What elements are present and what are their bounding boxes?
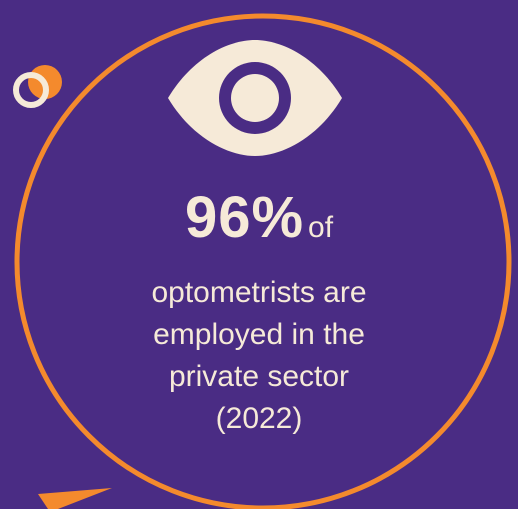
stat-line: employed in the (153, 318, 365, 351)
deco-triangle (38, 488, 112, 509)
deco-ring-cream (13, 72, 49, 108)
stat-line: private sector (168, 360, 350, 393)
stat-description: optometrists are employed in the private… (0, 272, 518, 440)
stat-line: optometrists are (151, 276, 367, 309)
ring-outline (14, 13, 512, 509)
stat-line: (2022) (215, 402, 303, 435)
stat-value: 96% (184, 185, 305, 250)
stat-suffix: of (308, 211, 334, 244)
stat-headline: 96% of (0, 184, 518, 251)
eye-icon (168, 40, 342, 156)
